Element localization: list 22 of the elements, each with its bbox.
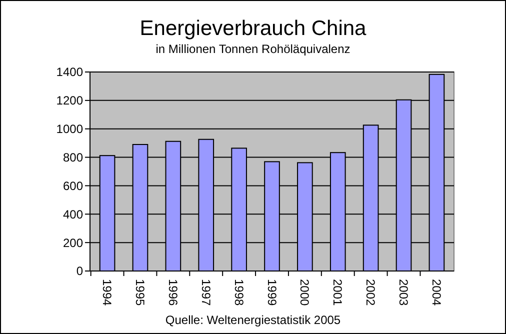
x-tick-label: 1998 [232, 279, 246, 306]
x-tick-label: 2003 [396, 279, 411, 306]
x-tick-label: 2002 [364, 279, 378, 306]
x-tick-label: 1995 [133, 279, 148, 306]
y-tick-label: 1000 [56, 122, 84, 136]
x-tick-label: 1997 [198, 279, 213, 306]
chart-title: Energieverbrauch China [140, 17, 367, 40]
y-tick-label: 600 [62, 178, 84, 193]
chart-subtitle: in Millionen Tonnen Rohöläquivalenz [156, 42, 350, 56]
y-tick-label: 200 [62, 236, 84, 250]
y-tick-label: 0 [76, 264, 84, 278]
y-tick-label: 400 [62, 207, 84, 222]
source-note: Quelle: Weltenergiestatistik 2005 [165, 313, 341, 327]
x-tick-label: 1999 [264, 279, 279, 306]
y-tick-label: 1400 [56, 65, 84, 80]
x-tick-label: 2001 [330, 279, 345, 306]
x-tick-label: 2000 [298, 279, 312, 306]
x-tick-label: 2004 [430, 279, 444, 306]
y-tick-label: 1200 [56, 94, 84, 108]
y-tick-label: 800 [62, 150, 84, 164]
x-tick-label: 1996 [166, 279, 180, 306]
x-tick-label: 1994 [100, 279, 114, 306]
